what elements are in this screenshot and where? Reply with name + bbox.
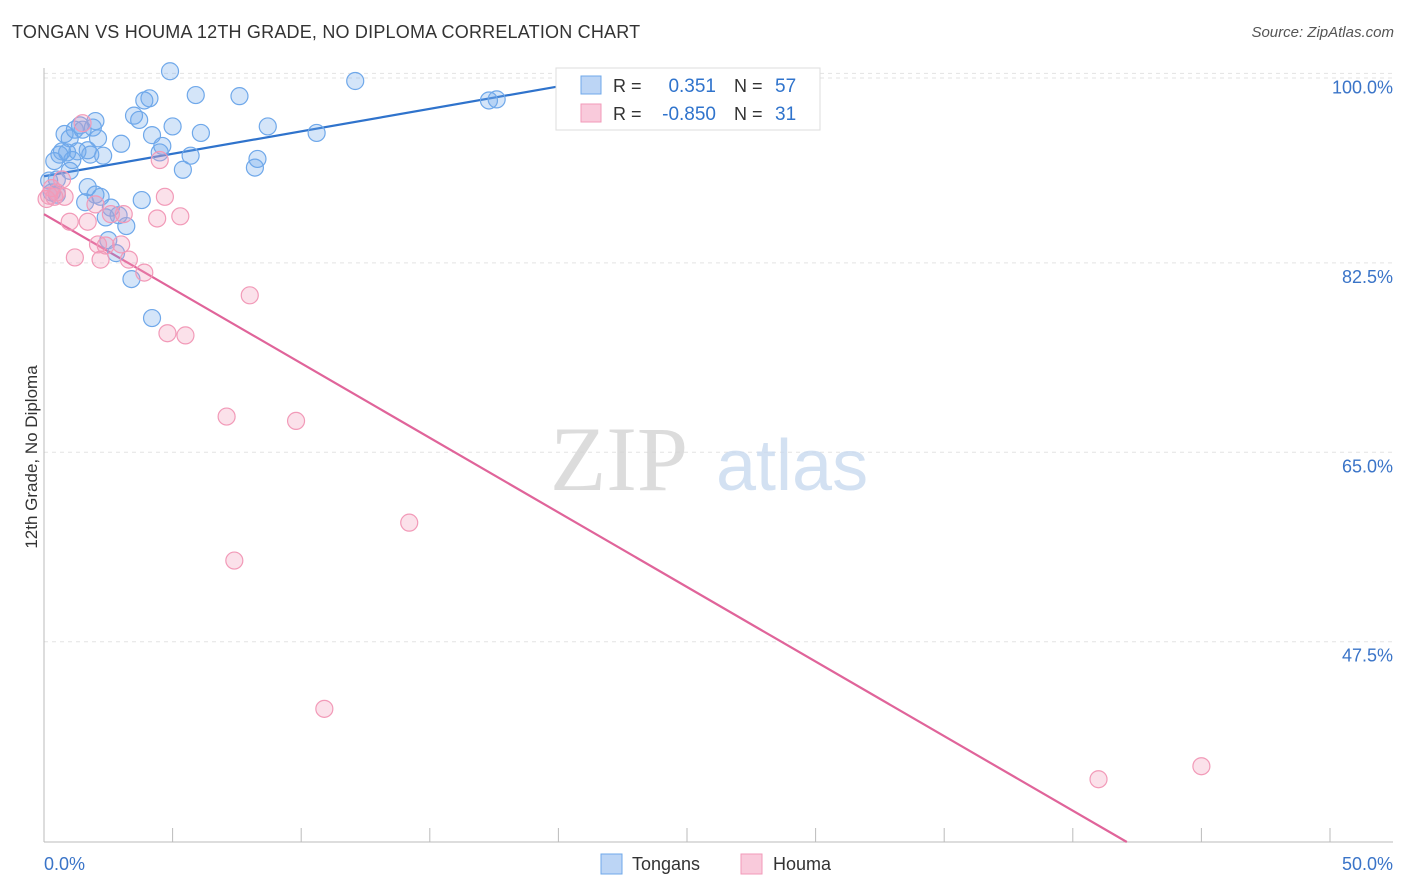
point-tongans [132,190,151,210]
x-tick-label-min: 0.0% [44,854,85,874]
point-tongans [230,87,249,106]
point-houma [400,513,419,532]
point-tongans [88,129,108,148]
point-houma [88,235,108,254]
point-houma [158,324,177,343]
trend-layer [43,85,1128,843]
point-houma [65,248,84,267]
point-tongans [479,91,499,110]
point-houma [52,170,72,189]
x-tick-label-max: 50.0% [1342,854,1393,874]
trendline-houma [43,213,1128,843]
point-tongans [307,123,326,143]
point-tongans [181,146,200,165]
y-tick-label: 100.0% [1332,77,1393,97]
point-tongans [248,149,267,169]
point-houma [135,263,154,282]
point-houma [225,551,244,570]
point-tongans [346,71,365,91]
point-houma [55,187,74,206]
series-legend: Tongans Houma [600,853,832,875]
point-houma [78,212,97,231]
point-tongans [94,146,113,165]
point-tongans [173,160,192,179]
point-tongans [112,134,131,153]
point-tongans [142,308,162,328]
stats-r-value-houma: -0.850 [662,104,716,125]
point-houma [60,212,79,231]
legend-label-tongans: Tongans [632,854,700,874]
point-houma [315,699,334,718]
chart-source: Source: ZipAtlas.com [1251,24,1394,41]
point-houma [114,205,133,224]
point-houma [286,411,306,431]
point-houma [119,250,138,269]
point-houma [112,235,131,254]
point-houma [101,205,120,224]
legend-swatch-tongans [600,853,623,875]
point-houma [171,207,190,226]
point-tongans [63,150,82,170]
point-tongans [163,117,182,136]
stats-r-label-tongans: R = [613,76,642,96]
y-tick-label: 65.0% [1342,456,1393,476]
point-tongans [186,85,205,105]
stats-n-label-houma: N = [734,104,763,124]
legend-label-houma: Houma [773,854,832,874]
point-houma [176,326,195,345]
point-tongans [78,177,97,197]
point-tongans [191,123,210,143]
point-houma [91,250,110,269]
point-houma [1192,757,1211,776]
point-tongans [140,89,159,108]
point-houma [73,114,92,133]
point-houma [1089,770,1108,789]
point-houma [96,236,115,255]
chart-title: TONGAN VS HOUMA 12TH GRADE, NO DIPLOMA C… [12,22,641,42]
point-tongans [130,110,149,130]
stats-n-label-tongans: N = [734,76,763,96]
point-tongans [117,216,136,236]
y-axis-label: 12th Grade, No Diploma [22,365,41,549]
stats-legend: R = 0.351 N = 57 R = -0.850 N = 31 [555,67,821,131]
stats-legend-swatch-tongans [580,75,602,95]
stats-n-value-houma: 31 [775,104,796,125]
point-houma [240,286,259,305]
stats-n-value-tongans: 57 [775,76,796,97]
point-houma [217,407,236,426]
point-houma [155,187,174,206]
point-tongans [258,117,277,136]
y-tick-label: 47.5% [1342,646,1393,666]
point-houma [86,195,105,214]
trendline-tongans [43,85,559,178]
legend-swatch-houma [740,853,763,875]
y-tick-label: 82.5% [1342,267,1393,287]
point-houma [148,209,167,228]
stats-r-value-tongans: 0.351 [668,76,716,97]
point-tongans [153,136,172,156]
watermark-atlas: atlas [716,426,868,506]
points-layer [37,62,1211,789]
stats-legend-swatch-houma [580,103,602,123]
point-houma [150,150,169,170]
point-tongans [160,62,180,81]
point-tongans [81,145,100,164]
stats-r-label-houma: R = [613,104,642,124]
grid-layer [44,72,1393,643]
point-tongans [487,90,506,109]
watermark-zip: ZIP [550,408,688,510]
